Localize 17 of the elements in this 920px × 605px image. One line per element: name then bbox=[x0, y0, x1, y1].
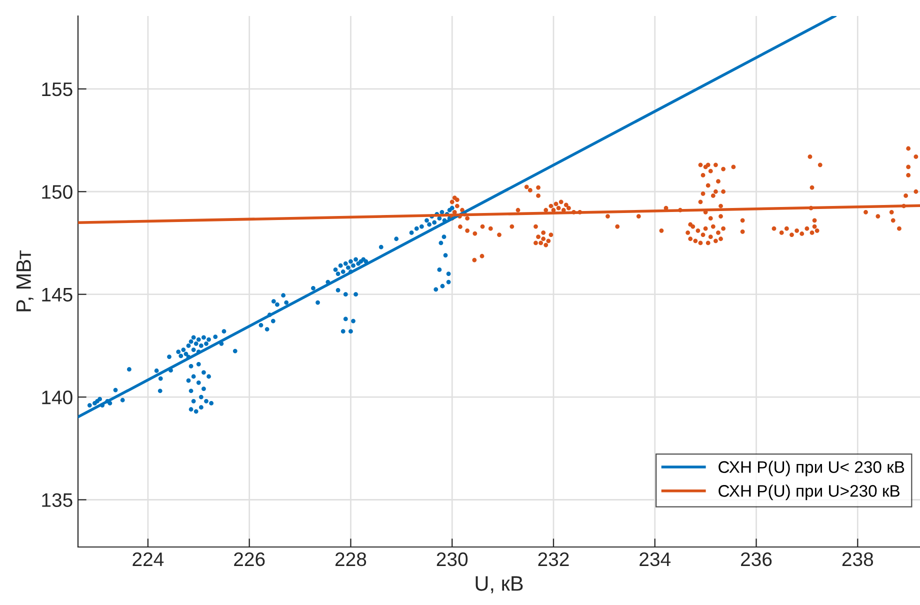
y-tick-label: 145 bbox=[42, 288, 72, 302]
x-tick-label: 230 bbox=[436, 552, 468, 566]
x-tick-label: 232 bbox=[538, 552, 569, 566]
x-tick-label: 236 bbox=[741, 552, 772, 566]
legend-label: СХН P(U) при U>230 кВ bbox=[718, 484, 900, 500]
x-tick-label: 226 bbox=[234, 552, 265, 566]
y-tick-label: 155 bbox=[42, 82, 72, 96]
x-axis-title: U, кВ bbox=[476, 576, 523, 594]
y-tick-label: 135 bbox=[42, 493, 72, 507]
y-tick-label: 150 bbox=[42, 185, 72, 199]
y-axis-title: P, МВт bbox=[16, 250, 34, 312]
x-tick-label: 224 bbox=[132, 552, 164, 566]
legend-label: СХН P(U) при U< 230 кВ bbox=[718, 460, 904, 476]
x-tick-label: 228 bbox=[335, 552, 366, 566]
x-tick-label: 238 bbox=[842, 552, 874, 566]
y-tick-label: 140 bbox=[42, 390, 72, 404]
x-tick-label: 234 bbox=[640, 552, 671, 566]
